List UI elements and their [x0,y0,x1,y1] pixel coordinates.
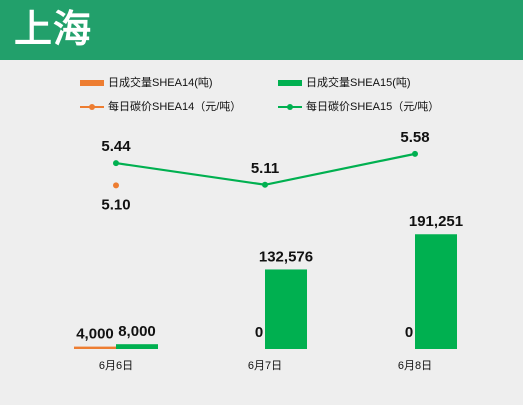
legend-label: 日成交量SHEA15(吨) [306,77,411,89]
price-point-shea15-1 [262,181,268,188]
x-axis-tick-label: 6月6日 [99,360,133,372]
price-data-label: 5.58 [400,129,429,146]
chart-legend: 日成交量SHEA14(吨) 日成交量SHEA15(吨) 每日碳价SHEA14（元… [0,70,523,120]
bar-shea15-1 [265,269,307,349]
bar-data-label: 4,000 [76,326,114,343]
legend-swatch [278,80,302,86]
bar-data-label: 132,576 [259,248,313,265]
bar-data-label: 191,251 [409,213,463,230]
legend-label: 日成交量SHEA14(吨) [108,77,213,89]
price-point-shea15-0 [113,160,119,167]
bar-data-label: 0 [405,324,413,341]
page-title: 上海 [14,9,93,51]
price-data-label: 5.11 [251,160,279,177]
bar-shea15-2 [415,234,457,349]
x-axis-tick-label: 6月8日 [398,360,432,372]
bar-shea15-0 [116,344,158,349]
price-data-label: 5.10 [101,196,130,213]
x-axis-tick-label: 6月7日 [248,360,282,372]
bar-data-label: 0 [255,324,263,341]
price-point-shea14-0 [113,182,119,189]
legend-swatch [80,80,104,86]
bar-shea14-0 [74,346,116,349]
header-bar: 上海 [0,0,523,60]
legend-swatch [278,104,302,110]
legend-label: 每日碳价SHEA15（元/吨） [306,101,440,113]
price-data-label: 5.44 [101,138,131,155]
legend-label: 每日碳价SHEA14（元/吨） [108,101,242,113]
legend-swatch [80,104,104,110]
bar-data-label: 8,000 [118,323,156,340]
price-point-shea15-2 [412,150,418,157]
